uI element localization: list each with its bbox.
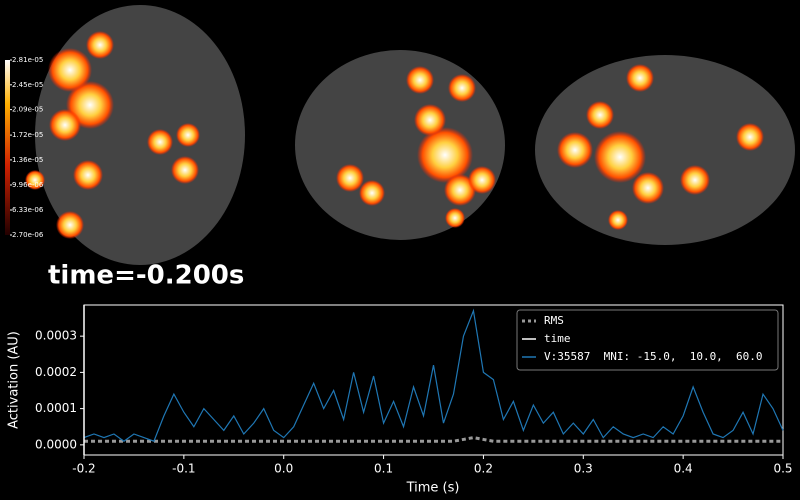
legend xyxy=(516,309,779,371)
y-tick-label: 0.0003 xyxy=(35,329,77,343)
y-tick-label: 0.0001 xyxy=(35,401,77,415)
colorbar-tick-label: 2.70e-06 xyxy=(12,231,44,239)
legend-label: RMS xyxy=(544,314,564,327)
time-label: time=-0.200s xyxy=(48,261,244,291)
colorbar-tick-label: 1.72e-05 xyxy=(12,131,43,139)
legend-label: time xyxy=(544,332,571,345)
y-axis-label: Activation (AU) xyxy=(7,331,22,429)
y-tick-label: 0.0002 xyxy=(35,365,77,379)
series-line xyxy=(83,308,784,442)
x-tick-label: 0.4 xyxy=(674,462,693,476)
x-tick-label: -0.1 xyxy=(172,462,195,476)
legend-label: V:35587 MNI: -15.0, 10.0, 60.0 xyxy=(544,350,763,363)
x-tick-label: 0.5 xyxy=(773,462,792,476)
x-tick-label: 0.1 xyxy=(374,462,393,476)
colorbar-tick-label: 2.81e-05 xyxy=(12,56,43,64)
colorbar xyxy=(5,60,10,235)
brain-views xyxy=(25,5,795,265)
x-axis-label: Time (s) xyxy=(406,481,460,496)
x-tick-label: 0.3 xyxy=(574,462,593,476)
x-tick-label: -0.2 xyxy=(72,462,95,476)
colorbar-tick-label: 6.33e-06 xyxy=(12,206,44,214)
y-tick-label: 0.0000 xyxy=(35,437,77,451)
series-line xyxy=(84,436,783,443)
x-tick-label: 0.2 xyxy=(474,462,493,476)
colorbar-tick-label: 2.09e-05 xyxy=(12,106,43,114)
x-tick-label: 0.0 xyxy=(274,462,293,476)
colorbar-tick-label: 2.45e-05 xyxy=(12,81,43,89)
colorbar-tick-label: 9.96e-06 xyxy=(12,181,44,189)
colorbar-tick-label: 1.36e-05 xyxy=(12,156,43,164)
